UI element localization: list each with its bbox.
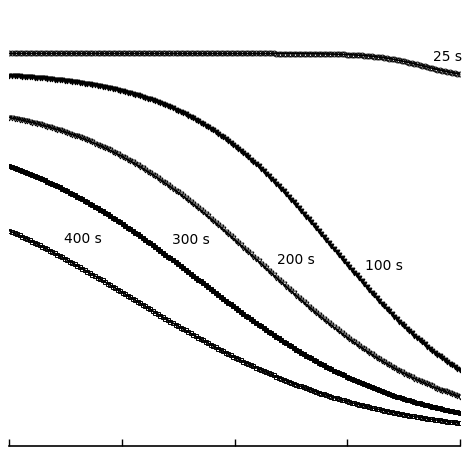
Text: 400 s: 400 s [64, 232, 101, 246]
Text: 25 s: 25 s [433, 50, 462, 64]
Text: 300 s: 300 s [172, 234, 210, 247]
Text: 100 s: 100 s [365, 259, 403, 273]
Text: 200 s: 200 s [277, 253, 315, 267]
